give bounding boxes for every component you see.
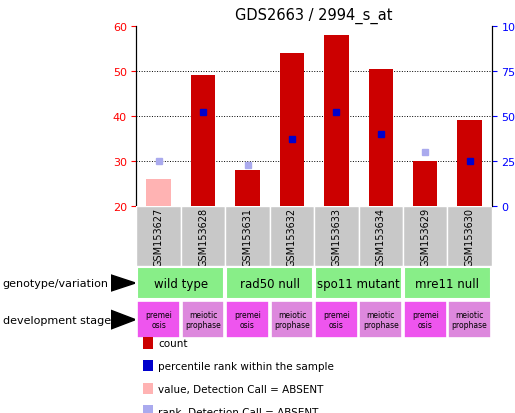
Bar [324,36,349,206]
Text: meiotic
prophase: meiotic prophase [363,310,399,330]
Text: GSM153634: GSM153634 [376,207,386,266]
Bar [404,268,491,299]
Bar [270,301,313,338]
Text: rank, Detection Call = ABSENT: rank, Detection Call = ABSENT [158,407,318,413]
Bar [226,206,270,266]
Bar [138,268,225,299]
Bar [270,206,314,266]
Bar [359,301,402,338]
Text: wild type: wild type [154,277,208,290]
Text: premei
osis: premei osis [412,310,439,330]
Text: premei
osis: premei osis [145,310,172,330]
Bar [369,69,393,206]
Bar [136,206,181,266]
Bar [138,301,180,338]
Text: development stage: development stage [3,315,111,325]
Text: GSM153627: GSM153627 [153,207,164,266]
Bar [457,121,482,206]
Bar [143,406,153,413]
Bar [315,301,358,338]
Text: rad50 null: rad50 null [239,277,300,290]
Text: GSM153633: GSM153633 [331,207,341,266]
Text: genotype/variation: genotype/variation [3,278,109,288]
Text: spo11 mutant: spo11 mutant [317,277,400,290]
Polygon shape [111,311,135,329]
Bar [182,301,225,338]
Bar [358,206,403,266]
Bar [413,161,437,206]
Text: GSM153631: GSM153631 [243,207,252,266]
Bar [448,206,492,266]
Text: premei
osis: premei osis [323,310,350,330]
Bar [143,382,153,394]
Bar [280,54,304,206]
Title: GDS2663 / 2994_s_at: GDS2663 / 2994_s_at [235,8,393,24]
Bar [448,301,491,338]
Text: GSM153629: GSM153629 [420,207,430,266]
Bar [314,206,358,266]
Text: mre11 null: mre11 null [416,277,479,290]
Bar [146,180,171,206]
Bar [143,360,153,372]
Text: meiotic
prophase: meiotic prophase [185,310,221,330]
Text: count: count [158,339,187,349]
Bar [226,268,313,299]
Bar [191,76,215,206]
Text: premei
osis: premei osis [234,310,261,330]
Text: value, Detection Call = ABSENT: value, Detection Call = ABSENT [158,384,323,394]
Text: GSM153632: GSM153632 [287,207,297,266]
Bar [226,301,269,338]
Text: percentile rank within the sample: percentile rank within the sample [158,361,334,371]
Text: meiotic
prophase: meiotic prophase [452,310,488,330]
Bar [403,206,448,266]
Bar [404,301,447,338]
Bar [143,337,153,349]
Text: meiotic
prophase: meiotic prophase [274,310,310,330]
Polygon shape [111,275,135,292]
Text: GSM153630: GSM153630 [465,207,475,266]
Bar [315,268,402,299]
Bar [235,171,260,206]
Bar [181,206,226,266]
Text: GSM153628: GSM153628 [198,207,208,266]
